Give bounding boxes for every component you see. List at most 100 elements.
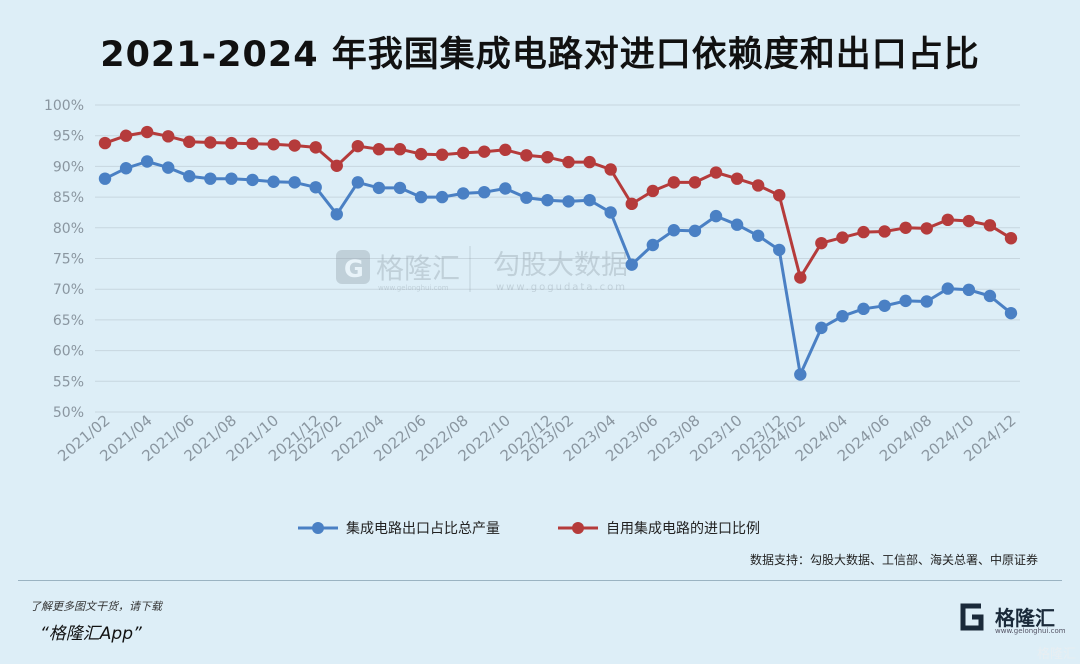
watermark-right-url: www.gogudata.com	[496, 282, 627, 293]
data-point	[499, 182, 512, 195]
y-tick-label: 60%	[53, 344, 84, 360]
y-tick-label: 100%	[44, 98, 84, 114]
y-tick-label: 50%	[53, 405, 84, 421]
data-point	[119, 129, 133, 142]
data-point	[604, 206, 617, 219]
watermark-left-name: 格隆汇	[376, 252, 460, 285]
legend-label: 自用集成电路的进口比例	[606, 520, 760, 537]
data-point	[204, 136, 217, 149]
watermark-logo-g: G	[344, 255, 364, 283]
data-point	[288, 139, 301, 152]
y-tick-label: 90%	[53, 159, 84, 175]
data-point	[562, 195, 575, 208]
data-point	[836, 231, 849, 244]
gridlines	[95, 104, 1020, 413]
data-point	[1004, 232, 1018, 245]
data-point	[183, 135, 196, 149]
y-tick-label: 95%	[53, 129, 84, 145]
data-point	[688, 224, 702, 238]
data-point	[773, 189, 786, 202]
data-point	[920, 295, 933, 308]
data-point	[204, 172, 217, 185]
y-tick-label: 55%	[53, 374, 84, 390]
series-group	[98, 125, 1018, 381]
line-chart: 50% 55% 60% 65% 70% 75% 80% 85% 90% 95% 100% G 格隆汇…	[44, 98, 1020, 537]
data-point	[520, 149, 533, 162]
data-point	[899, 294, 912, 308]
chart-title: 2021-2024 年我国集成电路对进口依赖度和出口占比	[100, 35, 980, 75]
data-point	[836, 310, 849, 323]
data-point	[393, 181, 407, 195]
legend: 集成电路出口占比总产量 自用集成电路的进口比例	[298, 520, 760, 537]
data-point	[288, 176, 301, 189]
data-point	[878, 225, 891, 238]
data-point	[414, 190, 428, 204]
data-point	[351, 139, 365, 153]
data-point	[98, 136, 112, 150]
data-point	[941, 282, 954, 295]
data-point	[751, 179, 765, 192]
corner-watermark: 格隆汇	[1036, 647, 1076, 662]
y-tick-label: 70%	[53, 282, 84, 298]
data-point	[183, 170, 196, 183]
data-point	[773, 243, 786, 257]
data-point	[667, 224, 681, 237]
watermark-right-name: 勾股大数据	[493, 250, 628, 281]
data-point	[541, 193, 554, 207]
y-tick-label: 80%	[53, 221, 84, 237]
data-point	[478, 145, 491, 158]
watermark: G 格隆汇 www.gelonghui.com 勾股大数据 www.goguda…	[336, 246, 628, 293]
data-point	[225, 136, 238, 150]
data-point	[815, 321, 828, 335]
data-point	[983, 289, 997, 303]
watermark-left-url: www.gelonghui.com	[378, 284, 449, 292]
watermark-logo-box	[336, 250, 370, 284]
data-point	[962, 214, 976, 228]
data-point	[920, 222, 933, 235]
data-point	[688, 176, 702, 189]
series-export-share	[98, 155, 1018, 381]
data-point	[162, 161, 175, 174]
data-point	[857, 302, 870, 316]
data-point	[372, 181, 386, 195]
data-point	[815, 236, 828, 250]
divider	[18, 580, 1062, 581]
data-point	[583, 155, 596, 169]
data-point	[730, 218, 744, 231]
source-note: 数据支持：勾股大数据、工信部、海关总署、中原证券	[749, 553, 1038, 567]
data-point	[899, 221, 912, 234]
data-point	[140, 125, 154, 139]
y-tick-label: 65%	[53, 313, 84, 329]
data-point	[794, 271, 807, 284]
data-point	[456, 187, 470, 200]
data-point	[246, 173, 259, 187]
brand-logo-icon	[960, 603, 984, 631]
brand-logo-block: 格隆汇 www.gelonghui.com	[955, 600, 1066, 636]
data-point	[478, 185, 491, 199]
promo-line-2: “格隆汇App”	[40, 624, 142, 644]
data-point	[625, 258, 638, 271]
data-point	[709, 209, 723, 223]
data-point	[98, 172, 112, 185]
legend-marker	[572, 522, 584, 534]
data-point	[330, 208, 343, 221]
data-point	[414, 147, 428, 161]
data-point	[709, 166, 723, 179]
y-tick-label: 75%	[53, 252, 84, 268]
data-point	[646, 238, 660, 252]
data-point	[435, 190, 449, 204]
data-point	[625, 197, 638, 211]
y-tick-label: 85%	[53, 190, 84, 206]
data-point	[372, 143, 386, 156]
data-point	[751, 229, 765, 242]
data-point	[562, 155, 575, 169]
legend-marker	[312, 522, 324, 534]
data-point	[393, 143, 407, 156]
brand-name: 格隆汇	[995, 606, 1055, 630]
data-point	[140, 155, 154, 168]
data-point	[309, 181, 322, 194]
data-point	[499, 143, 512, 157]
x-axis-ticks: 2021/022021/042021/062021/082021/102021/…	[54, 411, 1019, 465]
data-point	[1004, 306, 1018, 320]
data-point	[583, 193, 596, 207]
